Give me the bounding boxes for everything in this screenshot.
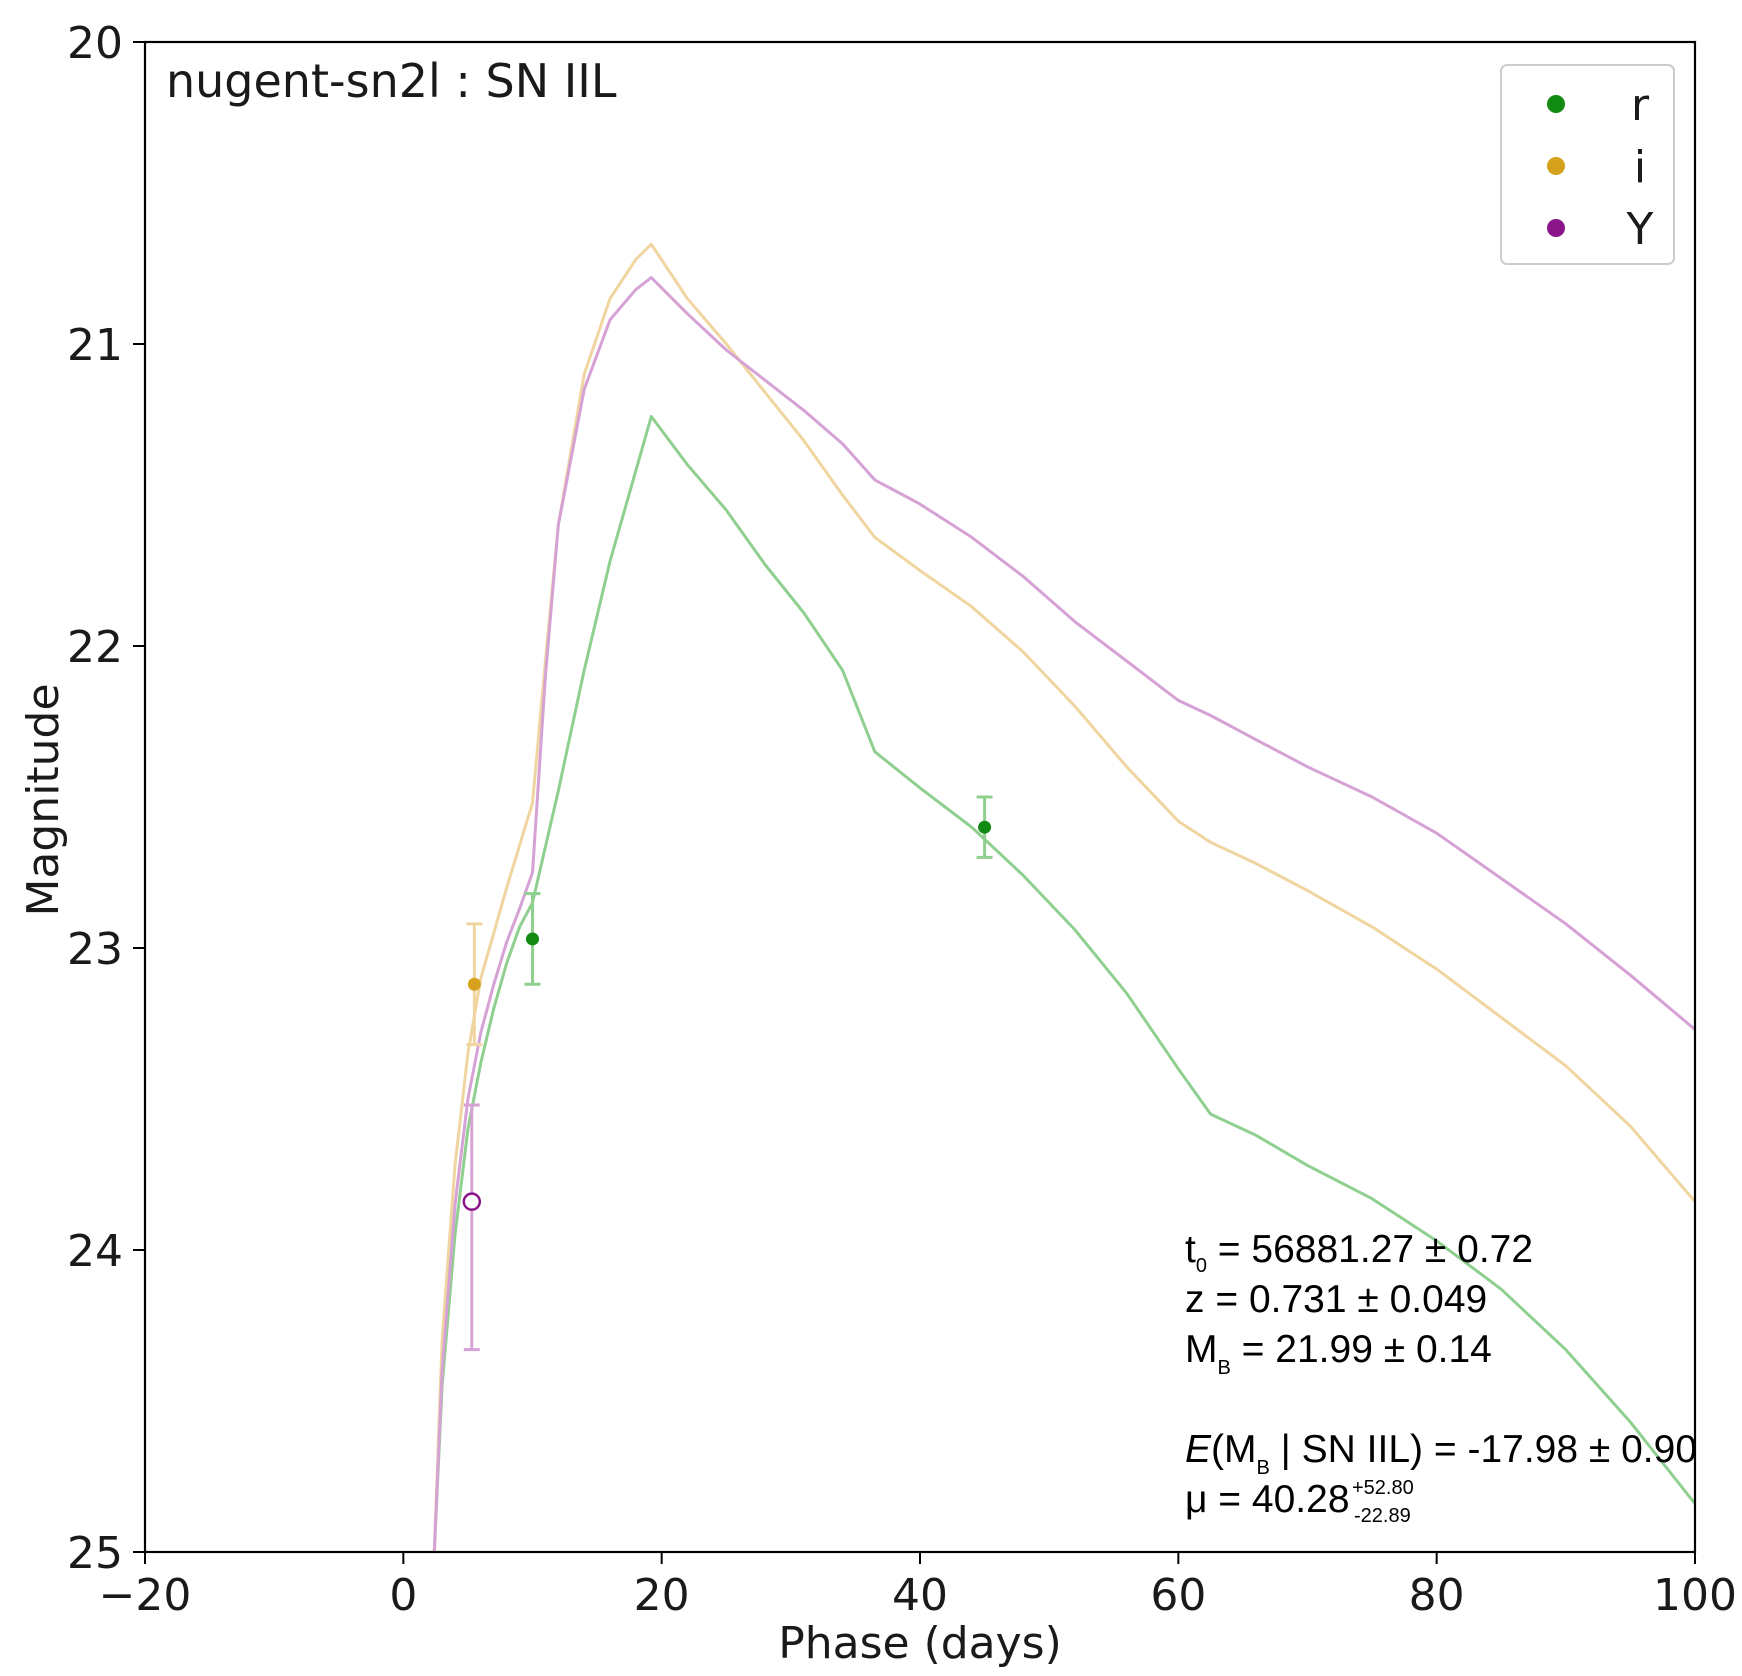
marker xyxy=(526,932,539,946)
y-tick-label: 24 xyxy=(67,1226,123,1277)
y-tick-label: 21 xyxy=(67,320,123,371)
marker xyxy=(467,977,481,991)
legend-marker xyxy=(1547,219,1565,237)
y-axis-title: Magnitude xyxy=(18,683,69,916)
model-curve-r xyxy=(432,415,1697,1553)
annot-t0-symbol: t xyxy=(1185,1228,1196,1271)
x-tick-label: 60 xyxy=(1150,1570,1206,1621)
plot-frame xyxy=(143,40,1697,1554)
x-tick-label: 80 xyxy=(1409,1570,1465,1621)
annot-z: z = 0.731 ± 0.049 xyxy=(1185,1278,1487,1321)
marker xyxy=(978,820,992,834)
legend-entries: riY xyxy=(1547,80,1654,255)
x-tick-label: 40 xyxy=(892,1570,948,1621)
annot-mb-value: = 21.99 ± 0.14 xyxy=(1231,1328,1492,1371)
model-curves xyxy=(432,242,1697,1553)
annot-mb-symbol: M xyxy=(1185,1328,1218,1371)
y-tick-label: 25 xyxy=(67,1528,123,1579)
x-tick-label: 0 xyxy=(389,1570,417,1621)
legend-label: r xyxy=(1631,80,1650,131)
model-curve-y xyxy=(432,276,1696,1553)
annot-mu: μ = 40.28 xyxy=(1185,1478,1350,1521)
x-tick-label: 20 xyxy=(634,1570,690,1621)
x-tick-label: −20 xyxy=(99,1570,192,1621)
legend-label: i xyxy=(1634,142,1646,193)
data-point-y-1 xyxy=(462,1103,482,1352)
marker-open xyxy=(462,1192,482,1211)
legend-marker xyxy=(1547,95,1565,113)
x-tick-label: 100 xyxy=(1653,1570,1737,1621)
data-point-r-1 xyxy=(524,892,541,986)
annot-expected-E: E xyxy=(1185,1428,1212,1471)
annot-expected-subscript: B xyxy=(1257,1457,1270,1479)
legend-entry-y: Y xyxy=(1547,204,1654,255)
annot-t0-value: = 56881.27 ± 0.72 xyxy=(1207,1228,1533,1271)
annot-t0: t0 = 56881.27 ± 0.72 xyxy=(1185,1228,1533,1277)
annot-mb-subscript: B xyxy=(1218,1357,1231,1379)
annot-expected-mb: E(MB | SN IIL) = -17.98 ± 0.90 xyxy=(1185,1428,1697,1479)
legend-entry-i: i xyxy=(1547,142,1646,193)
legend: riY xyxy=(1500,64,1675,265)
legend-label: Y xyxy=(1626,204,1654,255)
annot-mb: MB = 21.99 ± 0.14 xyxy=(1185,1328,1492,1379)
y-tick-label: 22 xyxy=(67,622,123,673)
legend-marker xyxy=(1547,157,1565,175)
plot-title: nugent-sn2l : SN IIL xyxy=(166,54,617,108)
annot-expected-rest: | SN IIL) = -17.98 ± 0.90 xyxy=(1270,1428,1697,1471)
data-point-r-2 xyxy=(976,795,993,859)
y-tick-label: 20 xyxy=(67,18,123,69)
annot-mu-lower: -22.89 xyxy=(1354,1505,1411,1527)
data-points xyxy=(462,795,993,1352)
annot-t0-subscript: 0 xyxy=(1196,1255,1207,1277)
annot-mu-upper: +52.80 xyxy=(1352,1477,1414,1499)
legend-entry-r: r xyxy=(1547,80,1650,131)
annot-expected-open: (M xyxy=(1211,1428,1256,1471)
model-curve-i xyxy=(432,242,1697,1553)
fit-annotations: t0 = 56881.27 ± 0.72 z = 0.731 ± 0.049 M… xyxy=(1185,1228,1697,1527)
y-tick-label: 23 xyxy=(67,924,123,975)
legend-box xyxy=(1500,64,1675,265)
x-axis-title: Phase (days) xyxy=(778,1618,1062,1669)
data-point-i-1 xyxy=(466,922,483,1047)
axis-ticks: −20 0 20 40 60 80 100 20 21 22 23 24 25 xyxy=(67,18,1737,1621)
